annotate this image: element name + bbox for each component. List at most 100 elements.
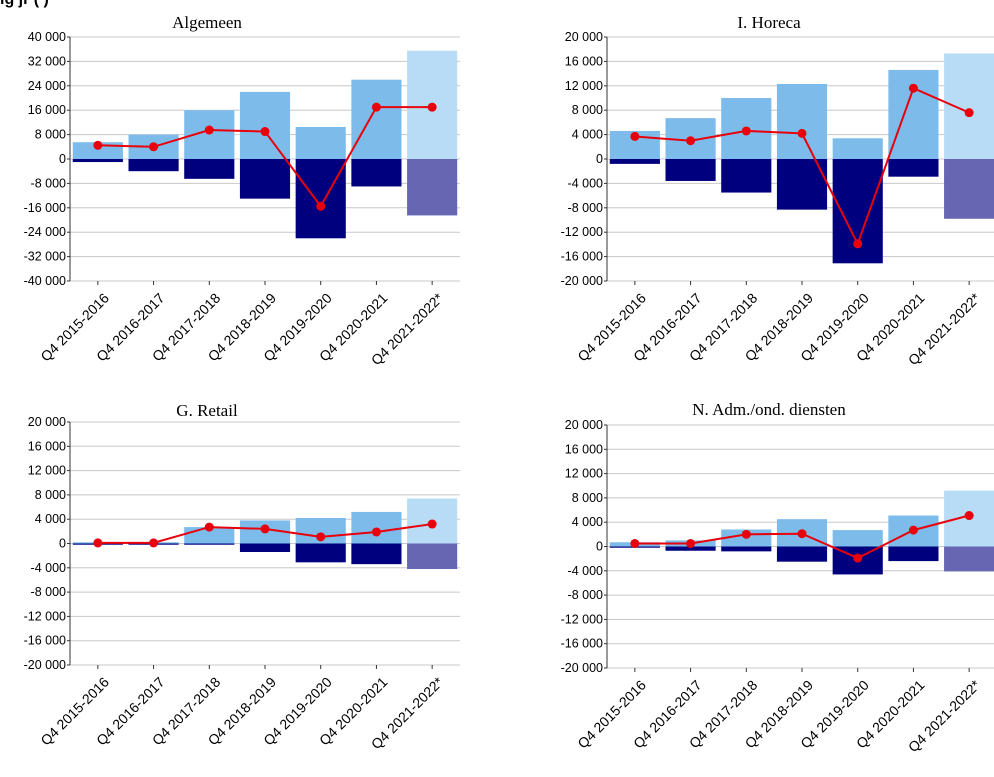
y-tick-label: -20 000	[561, 661, 603, 675]
bar-positive	[944, 53, 994, 159]
y-tick-label: -16 000	[24, 201, 66, 215]
panel-title: Algemeen	[172, 13, 242, 32]
bar-positive	[776, 83, 828, 159]
net-point	[93, 140, 103, 150]
bar-negative	[351, 543, 402, 565]
bar-positive	[832, 530, 883, 547]
bar-negative	[721, 159, 772, 193]
bar-negative	[944, 546, 994, 572]
bar-negative	[665, 546, 716, 551]
y-tick-label: 0	[59, 537, 66, 551]
net-point	[316, 532, 326, 542]
y-tick-label: -32 000	[24, 250, 66, 264]
y-tick-label: 16 000	[565, 442, 603, 456]
y-tick-label: 24 000	[28, 79, 66, 93]
net-point	[797, 128, 807, 138]
y-tick-label: 4 000	[35, 512, 66, 526]
panel-algemeen: Algemeen 40 000 32 000 24 000 16 000 8 000 0 -8…	[24, 13, 460, 368]
net-point	[853, 239, 863, 249]
bar-negative	[128, 159, 179, 172]
y-tick-label: 8 000	[572, 491, 603, 505]
net-point	[316, 201, 326, 211]
net-point	[686, 136, 696, 146]
y-tick-label: 0	[596, 152, 603, 166]
y-tick-label: -24 000	[24, 225, 66, 239]
bar-negative	[351, 159, 402, 187]
y-tick-label: 8 000	[35, 128, 66, 142]
net-point	[260, 127, 270, 137]
bar-positive	[295, 126, 346, 159]
bar-negative	[184, 159, 235, 179]
y-tick-label: -20 000	[561, 274, 603, 288]
bar-positive	[888, 69, 939, 159]
y-tick-label: -12 000	[561, 612, 603, 626]
y-tick-label: 20 000	[28, 415, 66, 429]
net-point	[427, 519, 437, 529]
panel-horeca: I. Horeca 20 000 16 000 12 000 8 000 4 000 0 -4…	[561, 13, 994, 368]
net-point	[149, 142, 159, 152]
y-tick-label: -16 000	[561, 250, 603, 264]
net-point	[630, 131, 640, 141]
net-point	[964, 511, 974, 521]
y-tick-label: 12 000	[565, 467, 603, 481]
net-point	[797, 529, 807, 539]
net-point	[630, 538, 640, 548]
y-tick-label: -40 000	[24, 274, 66, 288]
net-point	[204, 125, 214, 135]
y-tick-label: -16 000	[24, 634, 66, 648]
net-point	[853, 553, 863, 563]
bar-negative	[407, 543, 458, 570]
bar-negative	[665, 159, 716, 181]
y-tick-label: -20 000	[24, 658, 66, 672]
net-point	[908, 83, 918, 93]
panel-title: I. Horeca	[737, 13, 801, 32]
y-tick-label: 8 000	[35, 488, 66, 502]
net-point	[427, 102, 437, 112]
y-tick-label: -8 000	[568, 588, 603, 602]
net-point	[93, 538, 103, 548]
net-point	[204, 522, 214, 532]
bar-positive	[351, 79, 402, 159]
net-point	[741, 529, 751, 539]
y-tick-label: 8 000	[572, 103, 603, 117]
y-tick-label: 4 000	[572, 515, 603, 529]
net-point	[371, 102, 381, 112]
net-point	[908, 525, 918, 535]
bar-negative	[239, 543, 291, 553]
y-tick-label: 16 000	[565, 54, 603, 68]
page-title: ig jr ( )	[0, 0, 49, 9]
net-point	[371, 527, 381, 537]
y-tick-label: -12 000	[24, 609, 66, 623]
bar-positive	[239, 91, 291, 159]
y-tick-label: 0	[59, 152, 66, 166]
net-point	[149, 538, 159, 548]
bar-negative	[407, 159, 458, 216]
net-point	[964, 108, 974, 118]
y-tick-label: -4 000	[568, 564, 603, 578]
panel-title: G. Retail	[176, 401, 238, 420]
bar-negative	[888, 546, 939, 562]
bar-negative	[776, 546, 828, 562]
y-tick-label: 16 000	[28, 103, 66, 117]
bar-negative	[295, 159, 346, 239]
bar-negative	[609, 159, 660, 164]
net-point	[260, 524, 270, 534]
bar-negative	[944, 159, 994, 219]
y-tick-label: 40 000	[28, 30, 66, 44]
y-tick-label: 0	[596, 540, 603, 554]
y-tick-label: -8 000	[31, 176, 66, 190]
net-point	[686, 538, 696, 548]
y-tick-label: -4 000	[31, 561, 66, 575]
y-tick-label: -12 000	[561, 225, 603, 239]
y-tick-label: 32 000	[28, 54, 66, 68]
y-tick-label: 12 000	[28, 464, 66, 478]
bar-negative	[295, 543, 346, 563]
net-point	[741, 126, 751, 136]
y-tick-label: -8 000	[568, 201, 603, 215]
panel-adm-ond-diensten: N. Adm./ond. diensten 20 000 16 000 12 000 8…	[561, 400, 994, 755]
bar-negative	[888, 159, 939, 177]
panel-title: N. Adm./ond. diensten	[692, 400, 846, 419]
panel-retail: G. Retail 20 000 16 000 12 000 8 000 4 000 0 -4…	[24, 401, 460, 752]
y-tick-label: 16 000	[28, 439, 66, 453]
